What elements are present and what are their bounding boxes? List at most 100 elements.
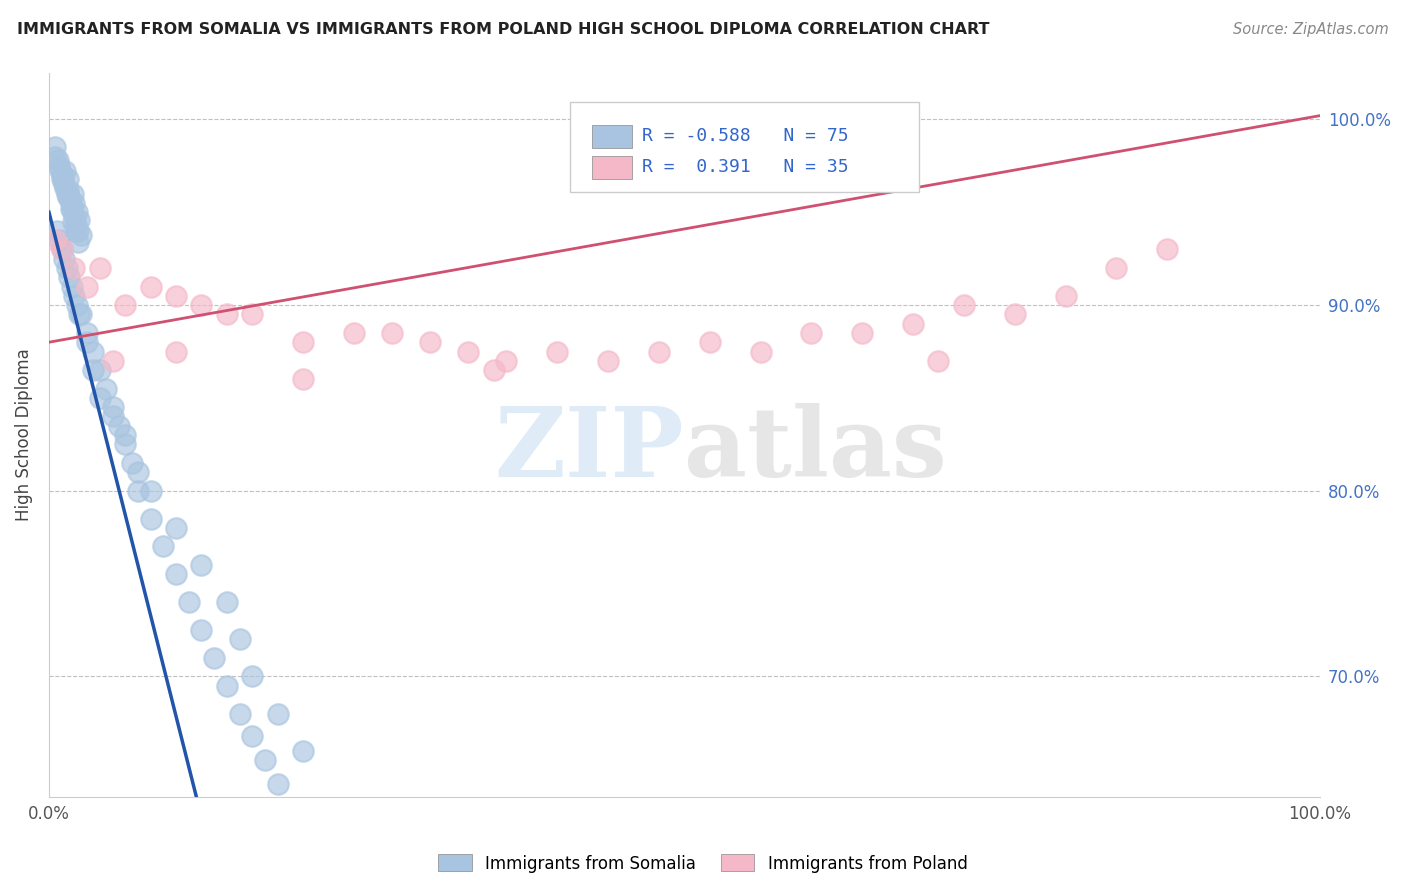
Point bbox=[46, 153, 69, 168]
Point bbox=[44, 149, 66, 163]
Point bbox=[546, 344, 568, 359]
Point bbox=[63, 260, 86, 275]
Point bbox=[56, 183, 79, 197]
Text: R = -0.588   N = 75: R = -0.588 N = 75 bbox=[643, 127, 849, 145]
Point bbox=[55, 186, 77, 201]
Point bbox=[69, 307, 91, 321]
Point bbox=[165, 567, 187, 582]
Point bbox=[59, 196, 82, 211]
Point bbox=[190, 558, 212, 572]
Point bbox=[343, 326, 366, 340]
Point bbox=[51, 243, 73, 257]
Point bbox=[240, 669, 263, 683]
Point bbox=[165, 344, 187, 359]
Point bbox=[215, 307, 238, 321]
Point bbox=[67, 224, 90, 238]
Point bbox=[152, 540, 174, 554]
Point bbox=[127, 465, 149, 479]
Text: Source: ZipAtlas.com: Source: ZipAtlas.com bbox=[1233, 22, 1389, 37]
Point bbox=[292, 335, 315, 350]
Point bbox=[69, 212, 91, 227]
Point bbox=[44, 233, 66, 247]
Point bbox=[165, 289, 187, 303]
Point bbox=[139, 483, 162, 498]
Point bbox=[1054, 289, 1077, 303]
Point bbox=[67, 235, 90, 249]
Point bbox=[48, 233, 70, 247]
Point bbox=[53, 252, 76, 266]
Point bbox=[62, 214, 84, 228]
Point bbox=[381, 326, 404, 340]
Point bbox=[114, 437, 136, 451]
Point bbox=[62, 186, 84, 201]
Point bbox=[419, 335, 441, 350]
Point bbox=[69, 227, 91, 242]
Point bbox=[127, 483, 149, 498]
Point bbox=[55, 260, 77, 275]
Point bbox=[190, 623, 212, 637]
Point bbox=[58, 270, 80, 285]
Point bbox=[851, 326, 873, 340]
Text: atlas: atlas bbox=[685, 402, 948, 497]
Point bbox=[56, 171, 79, 186]
Text: R =  0.391   N = 35: R = 0.391 N = 35 bbox=[643, 158, 849, 176]
Point bbox=[66, 298, 89, 312]
Point bbox=[953, 298, 976, 312]
Legend: Immigrants from Somalia, Immigrants from Poland: Immigrants from Somalia, Immigrants from… bbox=[432, 847, 974, 880]
Point bbox=[215, 679, 238, 693]
Point bbox=[267, 706, 290, 721]
Point bbox=[749, 344, 772, 359]
Point bbox=[59, 202, 82, 216]
Point bbox=[69, 307, 91, 321]
Point bbox=[55, 164, 77, 178]
Point bbox=[202, 651, 225, 665]
Point bbox=[51, 168, 73, 182]
Point bbox=[101, 409, 124, 424]
Text: ZIP: ZIP bbox=[495, 402, 685, 497]
Bar bbox=[592, 156, 633, 178]
Point bbox=[253, 753, 276, 767]
Point bbox=[82, 344, 104, 359]
Point bbox=[55, 181, 77, 195]
Point bbox=[190, 298, 212, 312]
Point bbox=[60, 279, 83, 293]
Point bbox=[45, 224, 67, 238]
Point bbox=[89, 363, 111, 377]
Point bbox=[648, 344, 671, 359]
Point bbox=[1156, 243, 1178, 257]
Y-axis label: High School Diploma: High School Diploma bbox=[15, 349, 32, 522]
Text: IMMIGRANTS FROM SOMALIA VS IMMIGRANTS FROM POLAND HIGH SCHOOL DIPLOMA CORRELATIO: IMMIGRANTS FROM SOMALIA VS IMMIGRANTS FR… bbox=[17, 22, 990, 37]
Point bbox=[267, 777, 290, 791]
Point bbox=[121, 456, 143, 470]
Point bbox=[292, 744, 315, 758]
Point bbox=[89, 260, 111, 275]
Point bbox=[114, 298, 136, 312]
Point bbox=[65, 216, 87, 230]
Point bbox=[482, 363, 505, 377]
Point bbox=[240, 729, 263, 743]
Point bbox=[901, 317, 924, 331]
Point bbox=[58, 190, 80, 204]
Point bbox=[292, 372, 315, 386]
Point bbox=[60, 202, 83, 216]
Point bbox=[56, 190, 79, 204]
Point bbox=[1004, 307, 1026, 321]
Bar bbox=[592, 125, 633, 147]
Point bbox=[495, 353, 517, 368]
Point bbox=[76, 326, 98, 340]
Point bbox=[48, 159, 70, 173]
Point bbox=[177, 595, 200, 609]
Point bbox=[228, 706, 250, 721]
Point bbox=[96, 382, 118, 396]
Point bbox=[66, 205, 89, 219]
Point bbox=[927, 353, 949, 368]
Point bbox=[76, 335, 98, 350]
Point bbox=[89, 391, 111, 405]
Point bbox=[101, 401, 124, 415]
Point bbox=[228, 632, 250, 647]
Point bbox=[215, 595, 238, 609]
Point bbox=[101, 353, 124, 368]
Point bbox=[114, 428, 136, 442]
Point bbox=[44, 140, 66, 154]
Point bbox=[52, 171, 75, 186]
